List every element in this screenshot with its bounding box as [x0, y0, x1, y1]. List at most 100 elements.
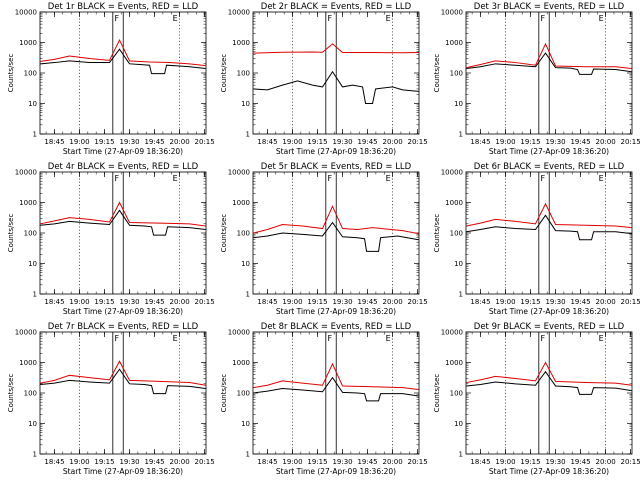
y-tick-label: 1 — [246, 131, 250, 139]
x-tick-label: 19:15 — [520, 138, 540, 146]
x-tick-label: 19:30 — [545, 138, 565, 146]
x-axis-label: Start Time (27-Apr-09 18:36:20) — [63, 307, 183, 316]
x-axis-label: Start Time (27-Apr-09 18:36:20) — [63, 147, 183, 156]
x-tick-label: 19:30 — [119, 298, 139, 306]
x-axis-label: Start Time (27-Apr-09 18:36:20) — [489, 147, 609, 156]
x-tick-label: 19:00 — [495, 138, 515, 146]
x-tick-label: 18:45 — [257, 458, 277, 466]
annotation-label: E — [386, 334, 391, 343]
x-tick-label: 20:15 — [621, 138, 640, 146]
x-tick-label: 20:00 — [595, 298, 615, 306]
y-tick-label: 1000 — [19, 199, 37, 207]
panel-title: Det 5r BLACK = Events, RED = LLD — [261, 162, 412, 172]
x-tick-label: 19:30 — [332, 298, 352, 306]
x-tick-label: 19:30 — [119, 138, 139, 146]
x-tick-label: 19:15 — [307, 138, 327, 146]
annotation-label: F — [541, 174, 546, 183]
x-tick-label: 20:15 — [408, 298, 428, 306]
x-tick-label: 19:45 — [144, 458, 164, 466]
x-tick-label: 20:00 — [382, 458, 402, 466]
x-tick-label: 20:00 — [169, 298, 189, 306]
y-tick-label: 1 — [459, 291, 463, 299]
panel-title: Det 7r BLACK = Events, RED = LLD — [48, 322, 199, 332]
x-tick-label: 19:00 — [69, 298, 89, 306]
annotation-label: E — [599, 334, 604, 343]
x-tick-label: 19:15 — [520, 298, 540, 306]
x-tick-label: 20:00 — [595, 138, 615, 146]
annotation-label: F — [328, 174, 333, 183]
y-axis-label: Counts/sec — [220, 54, 228, 93]
series-line-events — [40, 209, 206, 236]
x-tick-label: 18:45 — [257, 138, 277, 146]
panel-title: Det 2r BLACK = Events, RED = LLD — [261, 2, 412, 12]
y-tick-label: 1 — [33, 451, 37, 459]
x-tick-label: 19:45 — [570, 138, 590, 146]
series-line-lld — [253, 362, 419, 391]
x-tick-label: 20:15 — [195, 298, 215, 306]
series-line-events — [253, 221, 419, 252]
y-tick-label: 100 — [450, 390, 463, 398]
x-tick-label: 20:15 — [195, 458, 215, 466]
y-axis-label: Counts/sec — [433, 374, 441, 413]
x-tick-label: 19:15 — [94, 458, 114, 466]
x-tick-label: 19:45 — [357, 458, 377, 466]
panel-det-4: Det 4r BLACK = Events, RED = LLD F E 1 10 100… — [7, 162, 215, 316]
x-axis-label: Start Time (27-Apr-09 18:36:20) — [276, 467, 396, 476]
y-tick-label: 100 — [24, 390, 37, 398]
x-tick-label: 20:00 — [169, 138, 189, 146]
x-tick-label: 19:00 — [495, 298, 515, 306]
y-tick-label: 1 — [33, 131, 37, 139]
x-tick-label: 19:45 — [570, 298, 590, 306]
y-tick-label: 1 — [246, 451, 250, 459]
series-line-events — [253, 376, 419, 402]
panel-det-9: Det 9r BLACK = Events, RED = LLD F E 1 10 100… — [433, 322, 640, 476]
x-tick-label: 19:15 — [520, 458, 540, 466]
annotation-label: E — [599, 14, 604, 23]
panel-title: Det 6r BLACK = Events, RED = LLD — [474, 162, 625, 172]
x-tick-label: 19:00 — [282, 138, 302, 146]
y-tick-label: 1 — [246, 291, 250, 299]
x-axis-label: Start Time (27-Apr-09 18:36:20) — [276, 307, 396, 316]
x-tick-label: 19:30 — [545, 458, 565, 466]
y-tick-label: 10000 — [228, 9, 250, 17]
y-tick-label: 10000 — [441, 9, 463, 17]
panel-det-8: Det 8r BLACK = Events, RED = LLD F E 1 10 100… — [220, 322, 428, 476]
x-axis-label: Start Time (27-Apr-09 18:36:20) — [276, 147, 396, 156]
x-tick-label: 20:00 — [169, 458, 189, 466]
series-line-lld — [40, 38, 206, 67]
annotation-label: F — [115, 174, 120, 183]
panel-title: Det 8r BLACK = Events, RED = LLD — [261, 322, 412, 332]
annotation-label: E — [173, 14, 178, 23]
panel-title: Det 1r BLACK = Events, RED = LLD — [48, 2, 199, 12]
y-tick-label: 1000 — [19, 39, 37, 47]
annotation-label: F — [328, 334, 333, 343]
series-line-events — [466, 214, 632, 241]
y-tick-label: 1000 — [445, 199, 463, 207]
y-tick-label: 100 — [237, 390, 250, 398]
x-axis-label: Start Time (27-Apr-09 18:36:20) — [63, 467, 183, 476]
y-axis-label: Counts/sec — [433, 214, 441, 253]
series-line-events — [40, 48, 206, 75]
y-tick-label: 100 — [24, 230, 37, 238]
y-tick-label: 10000 — [228, 169, 250, 177]
y-tick-label: 10 — [241, 100, 250, 108]
y-tick-label: 1000 — [19, 359, 37, 367]
y-tick-label: 100 — [450, 230, 463, 238]
x-tick-label: 20:00 — [382, 138, 402, 146]
x-tick-label: 19:00 — [69, 138, 89, 146]
y-tick-label: 100 — [450, 70, 463, 78]
x-tick-label: 19:45 — [144, 138, 164, 146]
x-tick-label: 19:00 — [282, 458, 302, 466]
panel-det-7: Det 7r BLACK = Events, RED = LLD F E 1 10 100… — [7, 322, 215, 476]
y-tick-label: 1000 — [232, 199, 250, 207]
annotation-label: E — [599, 174, 604, 183]
y-axis-label: Counts/sec — [7, 54, 15, 93]
y-tick-label: 10 — [241, 420, 250, 428]
y-tick-label: 10 — [454, 260, 463, 268]
x-tick-label: 18:45 — [44, 458, 64, 466]
series-line-events — [253, 70, 419, 104]
annotation-label: F — [541, 14, 546, 23]
x-tick-label: 19:15 — [94, 298, 114, 306]
annotation-label: F — [115, 14, 120, 23]
